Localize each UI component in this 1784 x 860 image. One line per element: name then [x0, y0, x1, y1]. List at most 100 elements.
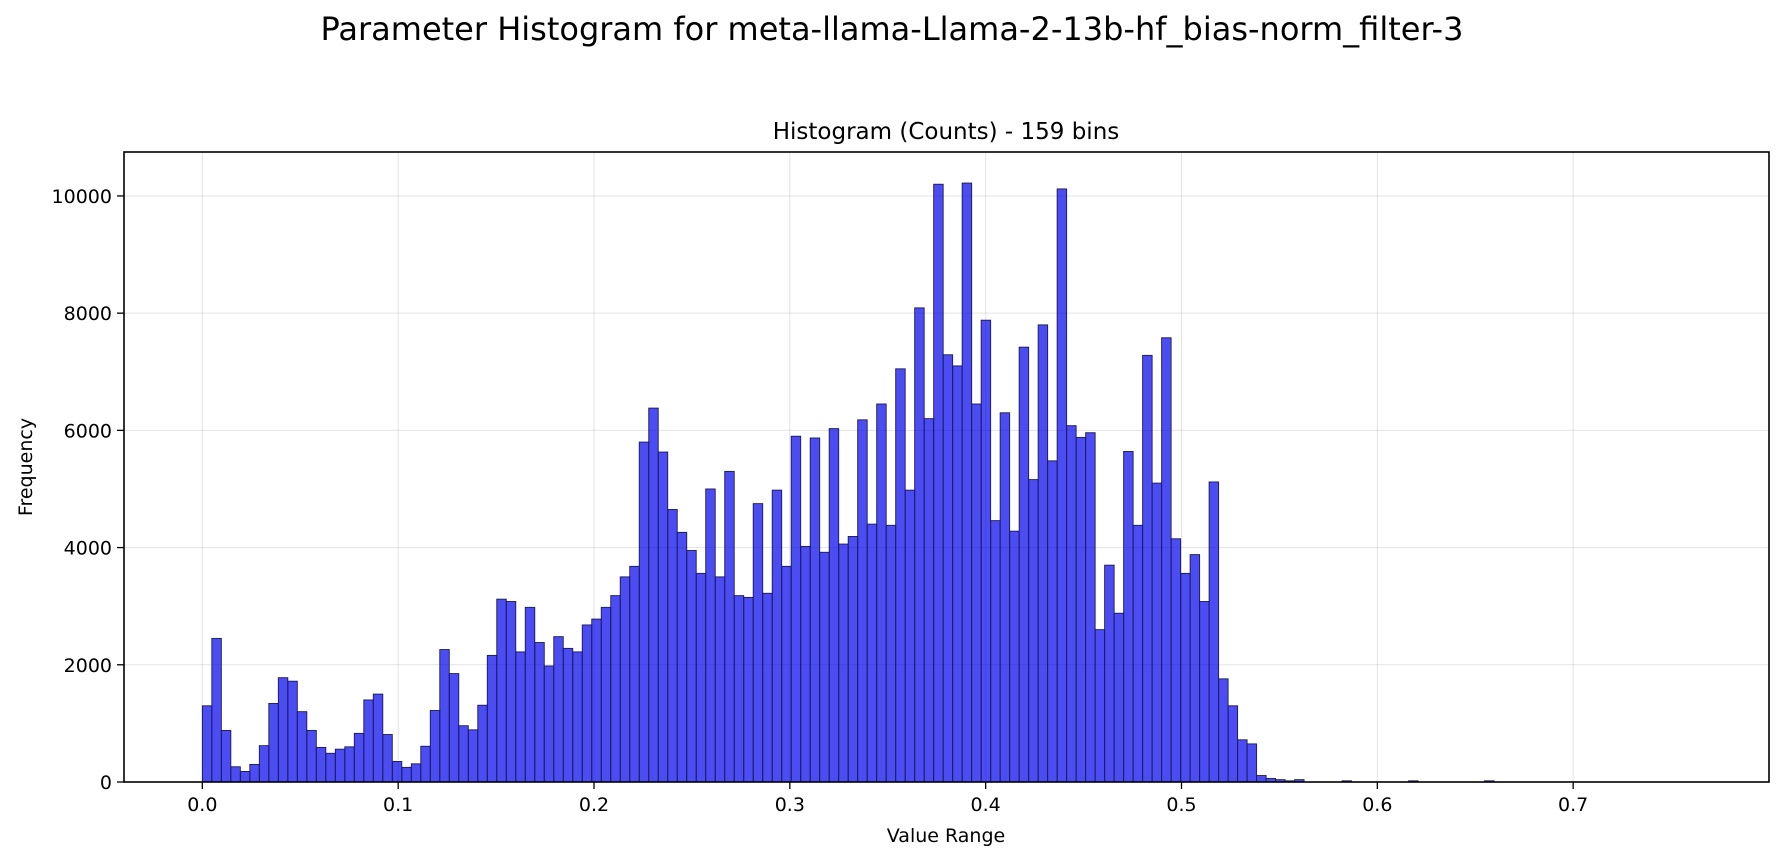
histogram-bar [505, 601, 517, 783]
histogram-bar [1189, 554, 1201, 783]
histogram-bar [591, 618, 602, 783]
histogram-bar [1237, 739, 1248, 783]
x-tick-label: 0.3 [775, 794, 805, 816]
y-tick-label: 10000 [52, 186, 112, 208]
histogram-bar [828, 428, 840, 783]
histogram-bar [306, 729, 317, 783]
histogram-bar [277, 677, 289, 783]
histogram-bar [543, 665, 555, 783]
histogram-bar [1142, 354, 1153, 783]
histogram-bar [287, 680, 298, 783]
x-tick-label: 0.6 [1362, 794, 1392, 816]
histogram-bar [1085, 432, 1096, 783]
histogram-bar [249, 763, 260, 783]
histogram-bar [1208, 481, 1220, 783]
histogram-bars [201, 182, 1495, 783]
x-tick-label: 0.0 [187, 794, 217, 816]
histogram-bar [315, 746, 327, 783]
y-axis-ticks: 0 2000 4000 6000 8000 10000 [52, 186, 124, 794]
histogram-bar [1113, 612, 1125, 783]
histogram-bar [714, 576, 726, 783]
y-tick-label: 2000 [64, 655, 112, 677]
histogram-bar [220, 729, 232, 783]
histogram-bar [752, 503, 764, 783]
histogram-bar [258, 745, 270, 783]
x-tick-label: 0.5 [1166, 794, 1196, 816]
histogram-bar [524, 606, 536, 783]
histogram-bar [553, 636, 564, 783]
histogram-bar [733, 595, 745, 783]
histogram-bar [458, 725, 469, 783]
histogram-bar [914, 307, 925, 783]
histogram-bar [239, 771, 251, 783]
histogram-bar [885, 524, 897, 783]
x-tick-label: 0.4 [971, 794, 1001, 816]
histogram-bar [448, 673, 460, 783]
histogram-bar [904, 489, 916, 783]
histogram-bar [933, 183, 944, 783]
grid-lines [124, 152, 1769, 783]
histogram-bar [401, 766, 412, 783]
histogram-bar [496, 598, 507, 783]
histogram-bar [952, 365, 963, 783]
histogram-bar [895, 368, 906, 783]
histogram-bar [876, 403, 887, 783]
histogram-bar [619, 576, 631, 783]
histogram-bar [467, 729, 479, 783]
x-tick-label: 0.2 [579, 794, 609, 816]
histogram-bar [1037, 324, 1049, 783]
histogram-bar [667, 509, 678, 783]
histogram-bar [923, 418, 935, 783]
histogram-bar [1161, 337, 1172, 783]
histogram-bar [1009, 530, 1020, 783]
histogram-bar [486, 654, 498, 783]
histogram-bar [477, 704, 488, 783]
histogram-bar [800, 545, 811, 783]
histogram-bar [961, 182, 973, 783]
histogram-bar [334, 748, 346, 783]
histogram-bar [515, 651, 526, 783]
histogram-bar [1151, 482, 1163, 783]
plot-frame [123, 151, 1770, 783]
histogram-bar [999, 412, 1011, 783]
histogram-bar [1028, 479, 1039, 783]
histogram-bar [743, 596, 754, 783]
histogram-bar [1256, 775, 1267, 783]
figure-title: Parameter Histogram for meta-llama-Llama… [321, 10, 1464, 48]
histogram-bar [581, 624, 593, 783]
histogram-bar [942, 354, 954, 783]
y-axis-label: Frequency [15, 418, 37, 516]
histogram-bar [781, 565, 792, 783]
histogram-bar [420, 745, 431, 783]
y-tick-label: 8000 [64, 303, 112, 325]
histogram-bar [1056, 188, 1068, 783]
histogram-bar [296, 711, 308, 783]
histogram-bar [771, 489, 783, 783]
histogram-bar [439, 649, 450, 783]
histogram-bar [1227, 705, 1239, 783]
histogram-bar [325, 752, 336, 783]
histogram-bar [230, 766, 241, 783]
histogram-bar [762, 592, 773, 783]
histogram-bar [372, 693, 384, 783]
histogram-bar [429, 710, 441, 783]
histogram-bar [838, 543, 849, 783]
histogram-bar [990, 520, 1001, 783]
histogram-bar [638, 441, 650, 783]
histogram-bar [1104, 564, 1115, 783]
y-tick-label: 0 [100, 772, 112, 794]
histogram-bar [211, 637, 222, 783]
histogram-bar [1018, 346, 1030, 783]
x-tick-label: 0.7 [1558, 794, 1588, 816]
histogram-bar [382, 734, 393, 783]
histogram-bar [391, 761, 403, 783]
histogram-bar [1047, 460, 1058, 783]
histogram-bar [1180, 572, 1191, 783]
histogram-bar [1218, 678, 1229, 783]
histogram-bar [980, 319, 992, 783]
histogram-bar [268, 703, 279, 783]
histogram-bar [809, 437, 821, 783]
histogram-bar [353, 732, 365, 783]
histogram-bar [724, 470, 735, 783]
